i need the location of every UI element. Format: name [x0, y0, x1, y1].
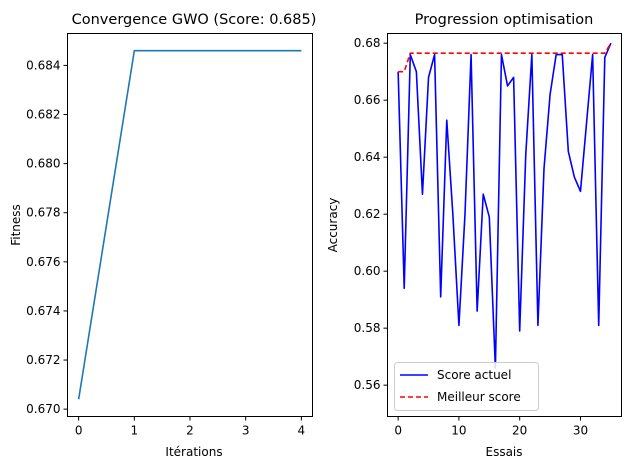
y-tick-label: 0.674 — [26, 304, 60, 318]
y-tick-label: 0.58 — [354, 321, 381, 335]
x-tick-label: 20 — [512, 424, 527, 438]
y-tick-label: 0.64 — [354, 150, 381, 164]
y-tick-label: 0.676 — [26, 255, 60, 269]
series-line-score-actuel — [397, 42, 612, 369]
y-tick-label: 0.684 — [26, 58, 60, 72]
y-axis: 0.56 0.58 0.60 0.62 0.64 0.66 0.68 — [354, 36, 388, 392]
series-line-fitness — [77, 49, 302, 400]
y-axis-label: Accuracy — [326, 198, 340, 253]
legend-label-meilleur-score: Meilleur score — [437, 390, 521, 404]
x-tick-label: 3 — [242, 424, 250, 438]
y-tick-label: 0.56 — [354, 378, 381, 392]
x-tick-label: 2 — [186, 424, 194, 438]
x-axis: 0 1 2 3 4 — [75, 416, 306, 438]
plot-area — [77, 49, 302, 400]
y-tick-label: 0.680 — [26, 157, 60, 171]
series-line-meilleur-score — [398, 42, 612, 73]
x-tick-label: 4 — [298, 424, 306, 438]
legend-label-score-actuel: Score actuel — [437, 368, 511, 382]
y-axis: 0.670 0.672 0.674 0.676 0.678 0.680 0.682 0.684 — [26, 58, 68, 416]
y-tick-label: 0.672 — [26, 353, 60, 367]
chart-title: Convergence GWO (Score: 0.685) — [72, 12, 317, 28]
x-axis-label: Itérations — [165, 445, 222, 459]
convergence-chart: Convergence GWO (Score: 0.685) 0 1 2 3 4 0.6… — [9, 12, 316, 459]
legend-box — [394, 362, 539, 411]
x-tick-label: 0 — [394, 424, 402, 438]
axes-frame — [387, 33, 622, 417]
x-tick-label: 10 — [451, 424, 466, 438]
y-tick-label: 0.682 — [26, 108, 60, 122]
x-tick-label: 0 — [75, 424, 83, 438]
plot-area — [397, 42, 612, 369]
y-axis-label: Fitness — [9, 204, 23, 246]
y-tick-label: 0.678 — [26, 206, 60, 220]
y-tick-label: 0.68 — [354, 36, 381, 50]
y-tick-label: 0.66 — [354, 93, 381, 107]
x-axis: 0 10 20 30 — [394, 416, 588, 438]
optimisation-chart: Progression optimisation 0 10 20 30 0.560.5… — [326, 12, 622, 459]
legend: Score actuel Meilleur score — [394, 362, 539, 411]
y-tick-label: 0.62 — [354, 207, 381, 221]
x-tick-label: 1 — [130, 424, 138, 438]
x-tick-label: 30 — [573, 424, 588, 438]
y-tick-label: 0.670 — [26, 402, 60, 416]
chart-title: Progression optimisation — [415, 12, 594, 28]
x-axis-label: Essais — [485, 445, 522, 459]
y-tick-label: 0.60 — [354, 264, 381, 278]
